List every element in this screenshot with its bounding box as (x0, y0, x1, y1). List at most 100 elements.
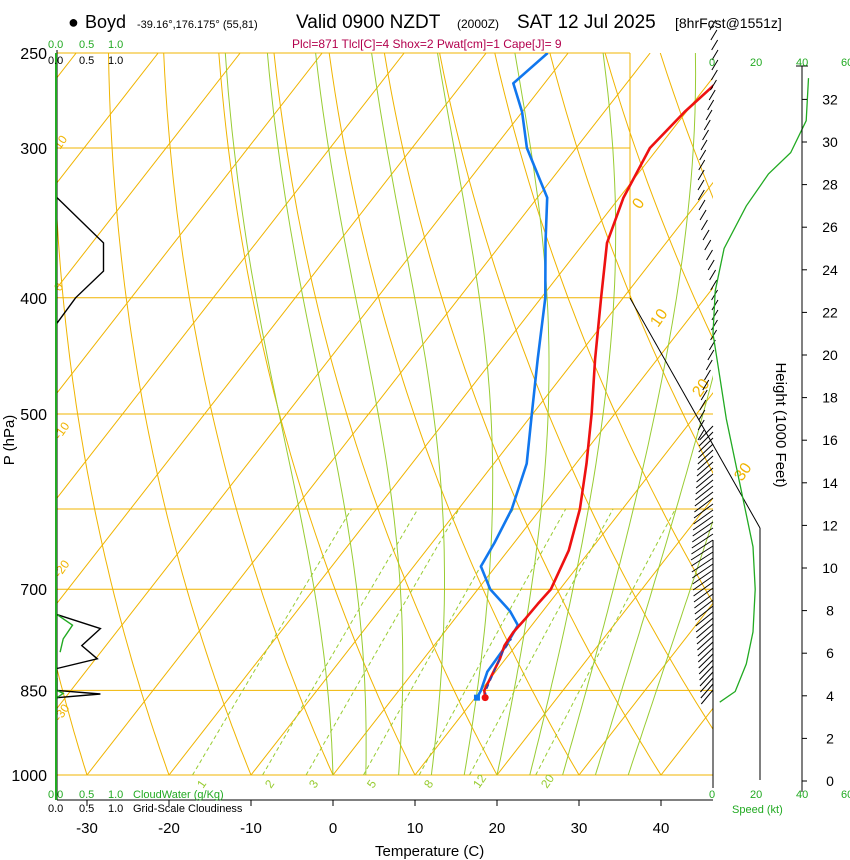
sounding-series (473, 53, 713, 702)
speed-top-60: 60 (841, 57, 850, 69)
dry-adiabat--30 (57, 666, 88, 775)
speed-top-0: 0 (709, 57, 715, 69)
lower-wind-barb (700, 677, 714, 693)
isotherm-10 (414, 392, 713, 775)
x-axis-label: Temperature (C) (375, 843, 484, 860)
upper-wind-barb (705, 109, 713, 121)
lower-wind-barb (697, 641, 714, 657)
adiabat-lines (224, 53, 713, 775)
upper-wind-barb (698, 159, 706, 171)
cloudiness-top-05: 0.5 (79, 55, 94, 67)
mixing-ratio-label-5: 5 (364, 777, 379, 791)
mixing-ratio-label-12: 12 (470, 771, 489, 790)
mixing-ratio-3 (305, 508, 460, 775)
cloudwater-bottom-0: 0.0 (48, 789, 63, 801)
isotherm-label-1: 0 (51, 280, 66, 294)
surface-dewpoint-dot (473, 694, 480, 701)
upper-wind-barb (707, 259, 715, 271)
lower-wind-barb (695, 617, 714, 633)
isotherm-label-4: -30 (51, 701, 73, 724)
height-tick-label-16: 16 (822, 432, 838, 448)
upper-wind-barb (710, 29, 718, 41)
isotherm-label-0: 10 (51, 132, 70, 151)
cloudiness-curve (56, 197, 105, 699)
cloudiness-label: Grid-Scale Cloudiness (133, 803, 243, 815)
cloudwater-curve (56, 614, 74, 699)
height-tick-label-8: 8 (826, 603, 834, 619)
mixing-ratio-label-3: 3 (306, 777, 321, 791)
upper-wind-barb (699, 149, 707, 161)
moist-adiabat-0 (224, 53, 334, 775)
lower-wind-barb (696, 623, 714, 639)
wind-boundary-line (629, 297, 761, 529)
dry-adiabat--20 (57, 211, 170, 775)
height-tick-label-20: 20 (822, 347, 838, 363)
p-tick-label-700: 700 (20, 582, 47, 599)
cloudwater-bottom-1: 1.0 (108, 789, 123, 801)
lower-wind-barb (696, 467, 714, 483)
stability-indices: Plcl=871 Tlcl[C]=4 Shox=2 Pwat[cm]=1 Cap… (292, 37, 562, 51)
dry-adiabat-0 (163, 53, 334, 775)
lower-wind-barb (691, 539, 714, 555)
lower-wind-barb (699, 425, 714, 441)
x-tick-label-40: 40 (653, 820, 670, 837)
moist-adiabat-32 (594, 375, 713, 775)
height-tick-label-26: 26 (822, 219, 838, 235)
upper-wind-barb (706, 249, 713, 261)
upper-wind-barb (710, 279, 718, 291)
lower-wind-barb (695, 473, 714, 489)
lower-wind-barb (692, 563, 714, 579)
parcel-line (484, 638, 512, 698)
lower-wind-barb (695, 479, 714, 495)
upper-wind-barb (704, 239, 712, 251)
lower-wind-barb (694, 485, 714, 501)
cloudwater-top-05: 0.5 (79, 39, 94, 51)
upper-wind-barb (703, 119, 711, 131)
upper-wind-barb (698, 199, 706, 211)
upper-wind-barb (699, 399, 707, 411)
isotherm--40 (57, 53, 569, 710)
upper-wind-barb (711, 319, 718, 331)
wind-speed-curve (712, 78, 810, 703)
lower-wind-barb (697, 635, 714, 651)
upper-wind-barb (710, 69, 718, 81)
upper-wind-barb (702, 229, 710, 241)
forecast-info: [8hrFcst@1551z] (675, 15, 782, 31)
cloudiness-bottom-05: 0.5 (79, 803, 94, 815)
mixing-ratio-label-2: 2 (262, 777, 277, 791)
upper-wind-barb (711, 39, 719, 51)
x-tick-label-0: 0 (329, 820, 337, 837)
moist-adiabat-16 (436, 53, 494, 775)
lower-wind-barb (698, 431, 714, 447)
speed-label: Speed (kt) (732, 804, 783, 816)
x-tick-label--10: -10 (240, 820, 262, 837)
lower-wind-barb (695, 611, 714, 627)
valid-date: SAT 12 Jul 2025 (517, 12, 656, 33)
mixing-ratio-label-20: 20 (538, 771, 557, 790)
lower-wind-barb (692, 527, 714, 543)
upper-wind-barb (697, 189, 705, 201)
speed-bottom-60: 60 (841, 789, 850, 801)
isotherm-label-5: 0 (629, 195, 648, 212)
x-tick-label-10: 10 (407, 820, 424, 837)
mixing-ratio-5 (363, 508, 514, 775)
x-tick-label-20: 20 (489, 820, 506, 837)
speed-bottom-20: 20 (750, 789, 762, 801)
mixing-ratio-8 (418, 508, 567, 775)
speed-top-40: 40 (796, 57, 808, 69)
cloudiness-bottom-0: 0.0 (48, 803, 63, 815)
upper-wind-barb (702, 379, 710, 391)
lower-wind-barb (691, 551, 714, 567)
utc-time: (2000Z) (457, 17, 499, 31)
lower-wind-barb (690, 545, 714, 561)
moist-adiabat-12 (371, 53, 445, 775)
height-tick-label-0: 0 (826, 773, 834, 789)
x-tick-label-30: 30 (571, 820, 588, 837)
height-axis-label: Height (1000 Feet) (772, 362, 789, 487)
speed-bottom-0: 0 (709, 789, 715, 801)
moist-adiabat-20 (496, 53, 550, 775)
upper-wind-barb (710, 79, 717, 91)
station-name: Boyd (85, 12, 126, 32)
upper-wind-barb (709, 19, 717, 31)
